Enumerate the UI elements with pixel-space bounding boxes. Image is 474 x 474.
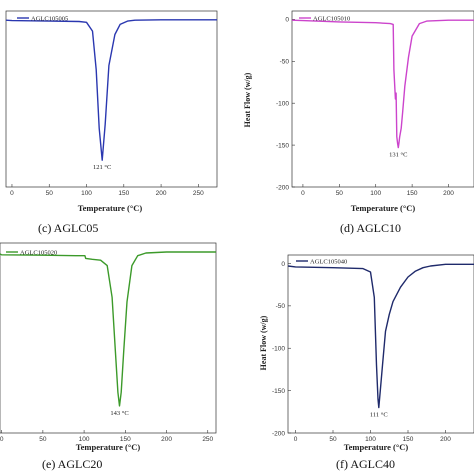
x-tick-label: 150	[118, 190, 129, 197]
legend-label: AGLC105005	[31, 15, 68, 22]
y-tick-label: -50	[280, 59, 290, 66]
x-tick-label: 100	[365, 436, 376, 443]
figure-caption: (f) AGLC40	[336, 457, 395, 471]
x-tick-label: 100	[79, 436, 90, 443]
x-tick-label: 100	[81, 190, 92, 197]
x-tick-label: 250	[193, 190, 204, 197]
y-tick-label: -100	[272, 346, 285, 353]
y-tick-label: 0	[281, 261, 285, 268]
legend-label: AGLC105040	[310, 258, 347, 265]
x-tick-label: 150	[407, 190, 418, 197]
x-tick-label: 200	[440, 436, 451, 443]
chart-panel-2: 0 50 100 150 200 0 -50 -100 -150 -200 Temperature …	[243, 10, 474, 213]
chart-panel-4: 0 50 100 150 200 0 -50 -100 -150 -200 Temperature …	[259, 254, 474, 452]
series-line-AGLC105040	[287, 263, 474, 409]
x-tick-label: 0	[301, 190, 305, 197]
peak-label: 143 °C	[110, 410, 128, 417]
plot-frame	[291, 10, 474, 188]
peak-label: 131 °C	[389, 152, 407, 159]
x-tick-label: 0	[294, 436, 298, 443]
x-tick-label: 200	[443, 190, 454, 197]
peak-label: 121 °C	[93, 164, 111, 171]
series-line-AGLC105005	[5, 19, 217, 161]
figure-caption: (d) AGLC10	[340, 221, 401, 235]
chart-panel-3: 0 50 100 150 200 250 Temperature (°C) AGLC10502…	[0, 242, 217, 452]
plot-frame	[287, 254, 474, 434]
x-tick-label: 200	[161, 436, 172, 443]
plot-frame	[0, 242, 217, 434]
x-tick-label: 0	[0, 436, 4, 443]
peak-label: 111 °C	[370, 412, 388, 419]
y-tick-label: -100	[276, 100, 289, 107]
y-axis-title: Heat Flow (w/g)	[259, 315, 268, 370]
figure-caption: (e) AGLC20	[42, 457, 102, 471]
x-tick-label: 150	[120, 436, 131, 443]
y-tick-label: 0	[285, 17, 289, 24]
x-tick-label: 250	[202, 436, 213, 443]
chart-panel-1: 0 50 100 150 200 250 Temperature (°C) AGLC10500…	[5, 10, 218, 213]
series-line-AGLC105010	[291, 19, 474, 149]
series-line-AGLC105020	[0, 251, 216, 407]
y-tick-label: -50	[276, 303, 286, 310]
y-tick-label: -150	[276, 142, 289, 149]
x-tick-label: 200	[156, 190, 167, 197]
x-tick-label: 0	[10, 190, 14, 197]
x-axis-title: Temperature (°C)	[78, 203, 143, 213]
x-tick-label: 50	[336, 190, 344, 197]
x-axis-title: Temperature (°C)	[351, 203, 416, 213]
x-axis-title: Temperature (°C)	[344, 442, 409, 452]
y-axis-title: Heat Flow (w/g)	[243, 72, 252, 127]
y-tick-label: -150	[272, 388, 285, 395]
x-tick-label: 150	[403, 436, 414, 443]
legend-label: AGLC105020	[20, 249, 57, 256]
x-tick-label: 50	[329, 436, 337, 443]
plot-frame	[5, 10, 218, 188]
x-tick-label: 50	[46, 190, 54, 197]
figure-caption: (c) AGLC05	[38, 221, 98, 235]
x-tick-label: 100	[370, 190, 381, 197]
x-axis-title: Temperature (°C)	[76, 442, 141, 452]
legend-label: AGLC105010	[313, 15, 350, 22]
y-tick-label: -200	[276, 184, 289, 191]
x-tick-label: 50	[39, 436, 47, 443]
y-tick-label: -200	[272, 430, 285, 437]
